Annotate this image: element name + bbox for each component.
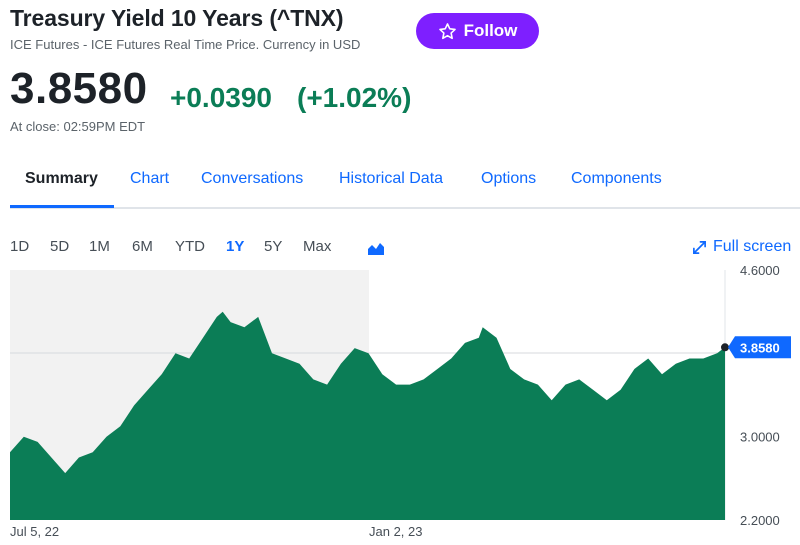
range-1m[interactable]: 1M [89,238,110,255]
current-price-flag [728,336,791,359]
y-tick-label: 4.6000 [740,263,780,278]
quote-nav-tabs: Summary Chart Conversations Historical D… [10,160,800,209]
tab-components[interactable]: Components [571,170,662,187]
y-tick-label: 3.0000 [740,430,780,445]
area-fill [10,311,725,520]
follow-button[interactable]: Follow [416,13,539,49]
star-icon [438,22,456,39]
tab-options[interactable]: Options [481,170,537,187]
tab-historical-data[interactable]: Historical Data [339,170,444,187]
price-chart[interactable]: 4.6000 3.0000 2.2000 Jul 5, 22 Jan 2, 23 3.… [0,262,800,545]
last-price: 3.8580 [10,64,148,113]
y-axis-ticks: 4.6000 3.0000 2.2000 [740,263,780,528]
range-1d[interactable]: 1D [10,238,30,255]
range-max[interactable]: Max [303,238,332,255]
tab-chart[interactable]: Chart [130,170,170,187]
mountain-chart-icon[interactable] [367,240,385,256]
current-price-dot [721,343,729,352]
range-6m[interactable]: 6M [132,238,153,255]
current-price-label: 3.8580 [740,340,780,355]
range-5d[interactable]: 5D [50,238,70,255]
current-price-marker: 3.8580 [721,336,791,359]
price-change: +0.0390 [170,82,272,113]
follow-label: Follow [463,21,518,40]
close-time: At close: 02:59PM EDT [10,119,146,134]
x-tick-label: Jan 2, 23 [369,524,423,539]
tab-conversations[interactable]: Conversations [201,170,304,187]
x-axis-ticks: Jul 5, 22 Jan 2, 23 [10,524,423,539]
range-ytd[interactable]: YTD [175,238,205,255]
tab-summary[interactable]: Summary [25,170,98,187]
quote-subtitle: ICE Futures - ICE Futures Real Time Pric… [10,37,361,52]
price-change-percent: (+1.02%) [297,82,412,113]
active-tab-indicator [10,205,114,208]
x-tick-label: Jul 5, 22 [10,524,59,539]
range-5y[interactable]: 5Y [264,238,283,255]
y-tick-label: 2.2000 [740,513,780,528]
full-screen-button[interactable]: Full screen [692,238,791,256]
quote-title: Treasury Yield 10 Years (^TNX) [10,5,344,31]
full-screen-label: Full screen [713,238,792,255]
range-1y[interactable]: 1Y [226,238,245,255]
area-series [10,311,725,520]
expand-arrows-icon [693,240,706,254]
